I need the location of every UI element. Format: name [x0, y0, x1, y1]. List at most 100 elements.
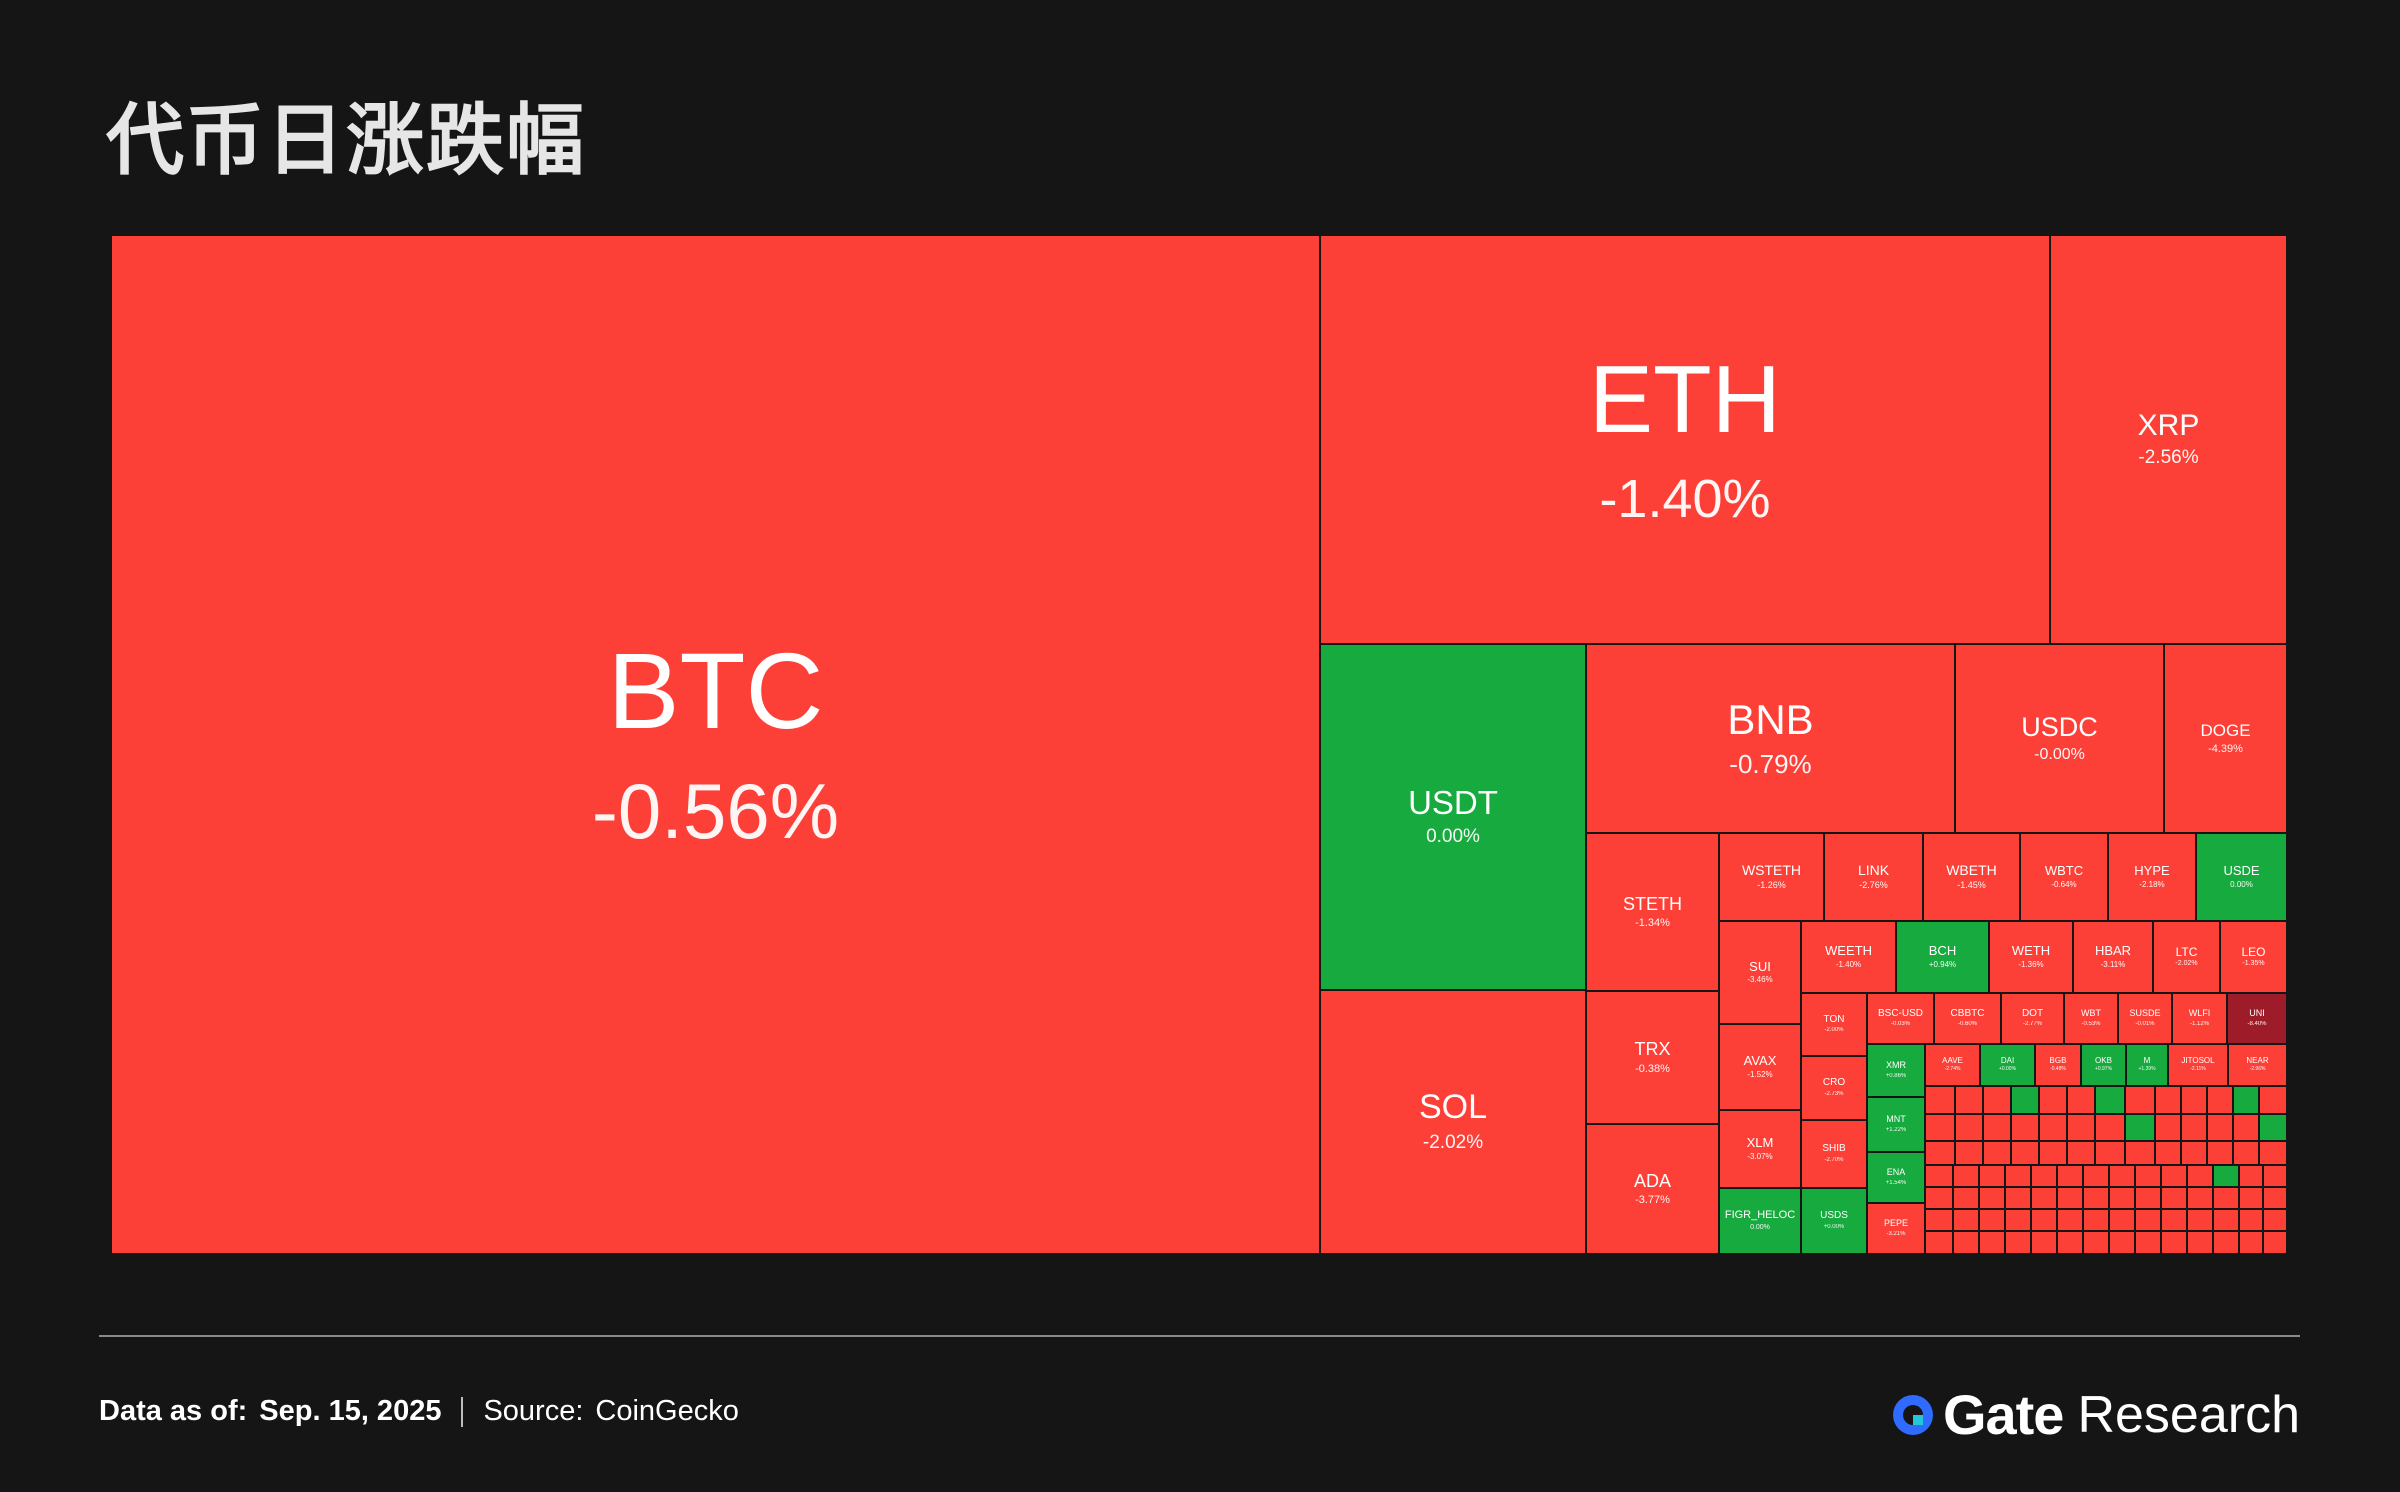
tile-small	[2240, 1188, 2262, 1208]
tile-change: -3.07%	[1747, 1151, 1773, 1161]
tile-symbol: CRO	[1822, 1077, 1846, 1089]
tile-small	[2214, 1166, 2238, 1186]
tile-change: -2.56%	[2138, 446, 2199, 468]
tile-symbol: USDS	[1820, 1210, 1848, 1222]
tile-small	[2040, 1115, 2066, 1140]
tile-small	[1926, 1210, 1952, 1230]
tile-small	[2006, 1210, 2030, 1230]
tile-change: -0.79%	[1729, 749, 1812, 780]
tile-symbol: XRP	[2137, 409, 2200, 443]
tile-wsteth: WSTETH -1.26%	[1720, 834, 1823, 920]
data-as-of-label: Data as of:	[99, 1395, 248, 1427]
tile-ltc: LTC -2.02%	[2154, 922, 2219, 992]
tile-change: -2.73%	[1824, 1090, 1844, 1097]
tile-symbol: WBT	[2081, 1008, 2101, 1019]
tile-avax: AVAX -1.52%	[1720, 1025, 1800, 1109]
tile-small	[2162, 1210, 2186, 1230]
tile-symbol: WBTC	[2044, 863, 2084, 879]
tile-small	[2260, 1115, 2286, 1140]
tile-change: +1.54%	[1885, 1179, 1907, 1186]
tile-change: -2.18%	[2139, 879, 2165, 889]
tile-small	[2136, 1210, 2160, 1230]
tile-small	[2006, 1166, 2030, 1186]
tile-small	[2162, 1232, 2186, 1253]
footer-divider	[99, 1335, 2300, 1337]
tile-symbol: LEO	[2241, 944, 2266, 959]
tile-symbol: SOL	[1418, 1088, 1488, 1127]
tile-change: -0.00%	[2034, 746, 2085, 764]
tile-small	[2260, 1142, 2286, 1164]
tile-change: -0.60%	[1957, 1021, 1977, 1028]
tile-symbol: WLFI	[2188, 1008, 2211, 1019]
tile-small	[2182, 1087, 2206, 1113]
tile-xlm: XLM -3.07%	[1720, 1111, 1800, 1187]
tile-small	[2240, 1210, 2262, 1230]
tile-symbol: LINK	[1857, 862, 1890, 879]
tile-ena: ENA +1.54%	[1868, 1153, 1924, 1202]
tile-small	[2032, 1188, 2056, 1208]
tile-weth: WETH -1.36%	[1990, 922, 2072, 992]
tile-small	[2214, 1188, 2238, 1208]
tile-small	[1984, 1115, 2010, 1140]
tile-small	[2032, 1232, 2056, 1253]
tile-small	[2068, 1115, 2094, 1140]
tile-small	[1980, 1232, 2004, 1253]
tile-change: -1.40%	[1599, 468, 1771, 529]
tile-bnb: BNB -0.79%	[1587, 645, 1954, 832]
tile-change: -0.53%	[2081, 1020, 2101, 1027]
tile-small	[2264, 1210, 2286, 1230]
tile-small	[1954, 1232, 1978, 1253]
tile-xrp: XRP -2.56%	[2051, 236, 2286, 643]
tile-cbbtc: CBBTC -0.60%	[1935, 994, 2000, 1043]
tile-small	[2264, 1188, 2286, 1208]
tile-symbol: USDC	[2021, 712, 2098, 743]
tile-small	[2156, 1142, 2180, 1164]
tile-small	[1984, 1142, 2010, 1164]
tile-small	[2096, 1115, 2124, 1140]
tile-change: -2.76%	[1859, 879, 1888, 890]
tile-small	[2012, 1087, 2038, 1113]
tile-small	[2068, 1087, 2094, 1113]
tile-leo: LEO -1.35%	[2221, 922, 2286, 992]
tile-small	[2058, 1232, 2082, 1253]
tile-okb: OKB +0.97%	[2082, 1045, 2125, 1085]
tile-change: -8.40%	[2247, 1020, 2267, 1027]
tile-small	[2006, 1188, 2030, 1208]
tile-small	[2208, 1087, 2232, 1113]
tile-small	[2240, 1232, 2262, 1253]
tile-small	[2032, 1210, 2056, 1230]
tile-symbol: AAVE	[1942, 1056, 1963, 1066]
tile-change: +0.86%	[1885, 1072, 1907, 1079]
tile-symbol: LTC	[2175, 944, 2198, 959]
tile-small	[1954, 1166, 1978, 1186]
tile-symbol: TON	[1823, 1013, 1845, 1025]
tile-m: M +1.39%	[2127, 1045, 2167, 1085]
tile-link: LINK -2.76%	[1825, 834, 1922, 920]
tile-small	[2240, 1166, 2262, 1186]
tile-small	[2110, 1210, 2134, 1230]
tile-change: -1.26%	[1757, 879, 1786, 890]
tile-small	[2012, 1142, 2038, 1164]
tile-hbar: HBAR -3.11%	[2074, 922, 2152, 992]
tile-symbol: BGB	[2049, 1056, 2067, 1066]
tile-small	[2264, 1232, 2286, 1253]
tile-change: -2.00%	[1824, 1027, 1844, 1034]
tile-doge: DOGE -4.39%	[2165, 645, 2286, 832]
tile-small	[1980, 1166, 2004, 1186]
tile-change: -0.38%	[1635, 1062, 1670, 1075]
tile-sol: SOL -2.02%	[1321, 991, 1585, 1253]
tile-small	[2126, 1142, 2154, 1164]
tile-hype: HYPE -2.18%	[2109, 834, 2195, 920]
tile-steth: STETH -1.34%	[1587, 834, 1718, 990]
tile-symbol: ENA	[1886, 1167, 1906, 1178]
tile-symbol: XMR	[1886, 1060, 1906, 1071]
tile-small	[2096, 1142, 2124, 1164]
tile-small	[2084, 1166, 2108, 1186]
tile-symbol: WEETH	[1825, 943, 1872, 959]
tile-figr-heloc: FIGR_HELOC 0.00%	[1720, 1189, 1800, 1253]
tile-small	[1926, 1188, 1952, 1208]
tile-cro: CRO -2.73%	[1802, 1057, 1866, 1119]
tile-symbol: SUI	[1749, 958, 1771, 974]
tile-small	[2126, 1115, 2154, 1140]
tile-small	[2110, 1232, 2134, 1253]
